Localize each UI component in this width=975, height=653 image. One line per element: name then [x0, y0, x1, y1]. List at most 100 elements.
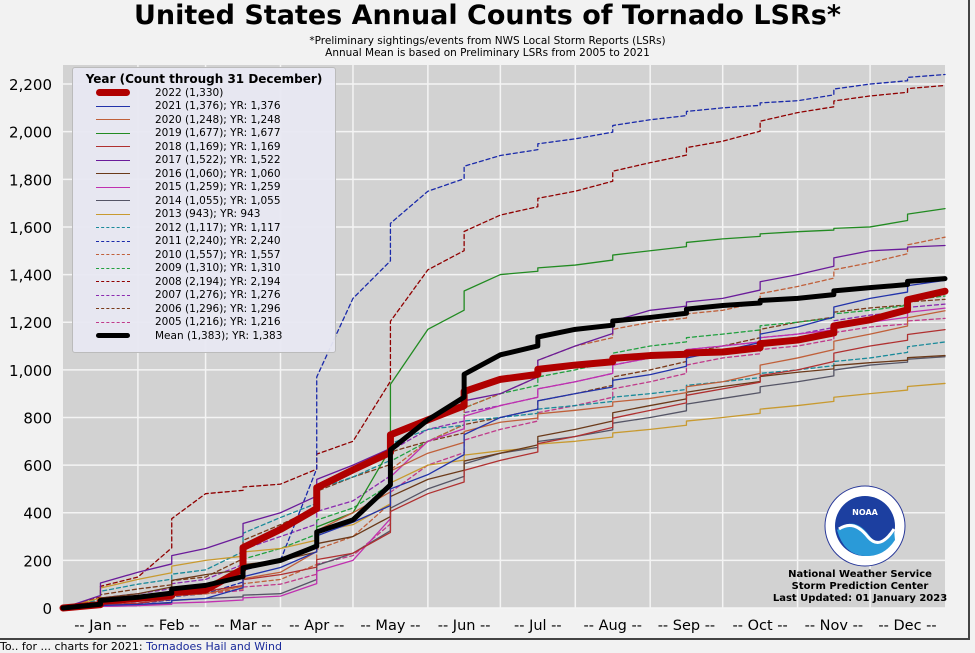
- legend-swatch: [83, 308, 143, 310]
- x-tick-label: -- Jun --: [438, 618, 491, 634]
- legend-item: 2013 (943); YR: 943: [73, 208, 335, 222]
- legend-label: 2020 (1,248); YR: 1,248: [155, 113, 281, 126]
- y-tick-label: 1,800: [9, 171, 52, 189]
- y-tick-label: 1,000: [9, 362, 52, 380]
- x-tick-label: -- Aug --: [584, 618, 642, 634]
- credit-updated: Last Updated: 01 January 2023: [772, 593, 948, 604]
- chart-title: United States Annual Counts of Tornado L…: [134, 0, 841, 31]
- series-line-2016: [62, 354, 946, 609]
- legend-item: 2015 (1,259); YR: 1,259: [73, 181, 335, 195]
- series-line-2015: [62, 307, 946, 609]
- legend-item: 2021 (1,376); YR: 1,376: [73, 100, 335, 114]
- legend-label: 2018 (1,169); YR: 1,169: [155, 140, 281, 153]
- y-tick-label: 1,400: [9, 267, 52, 285]
- x-tick-label: -- Apr --: [289, 618, 344, 634]
- legend-label: 2011 (2,240); YR: 2,240: [155, 235, 281, 248]
- x-tick-label: -- May --: [360, 618, 420, 634]
- legend-item: 2011 (2,240); YR: 2,240: [73, 235, 335, 249]
- legend-swatch: [83, 294, 143, 296]
- legend-swatch: [83, 227, 143, 229]
- series-line-2017: [62, 244, 946, 609]
- y-tick-label: 600: [23, 457, 52, 475]
- credit-spc: Storm Prediction Center: [791, 581, 929, 592]
- x-tick-label: -- Dec --: [878, 618, 936, 634]
- legend-swatch: [83, 200, 143, 202]
- x-tick-label: -- Mar --: [214, 618, 272, 634]
- y-tick-label: 800: [23, 409, 52, 427]
- legend-item: 2008 (2,194); YR: 2,194: [73, 275, 335, 289]
- legend-swatch: [83, 333, 143, 339]
- y-tick-label: 2,200: [9, 76, 52, 94]
- footer: To.. for ... charts for 2021: Tornadoes …: [0, 640, 282, 653]
- x-tick-label: -- Sep --: [658, 618, 715, 634]
- legend-label: 2015 (1,259); YR: 1,259: [155, 181, 281, 194]
- footer-link[interactable]: Tornadoes Hail and Wind: [146, 640, 282, 653]
- legend-item: 2016 (1,060); YR: 1,060: [73, 167, 335, 181]
- legend-title: Year (Count through 31 December): [85, 72, 323, 86]
- legend-swatch: [83, 186, 143, 188]
- x-tick-label: -- Oct --: [733, 618, 788, 634]
- legend-label: 2022 (1,330): [155, 86, 224, 99]
- x-tick-label: -- Feb --: [144, 618, 200, 634]
- y-tick-label: 0: [42, 600, 52, 618]
- legend-item: 2012 (1,117); YR: 1,117: [73, 221, 335, 235]
- legend-label: 2012 (1,117); YR: 1,117: [155, 221, 281, 234]
- noaa-logo: NOAA: [824, 485, 906, 567]
- legend-label: 2009 (1,310); YR: 1,310: [155, 262, 281, 275]
- legend-swatch: [83, 119, 143, 121]
- credit-nws: National Weather Service: [788, 569, 932, 580]
- y-tick-label: 200: [23, 552, 52, 570]
- legend-label: 2017 (1,522); YR: 1,522: [155, 154, 281, 167]
- legend-item: Mean (1,383); YR: 1,383: [73, 329, 335, 343]
- svg-text:NOAA: NOAA: [852, 508, 878, 517]
- legend-label: 2021 (1,376); YR: 1,376: [155, 100, 281, 113]
- legend-swatch: [83, 146, 143, 148]
- legend-swatch: [83, 89, 143, 97]
- legend-item: 2006 (1,296); YR: 1,296: [73, 302, 335, 316]
- legend-label: 2016 (1,060); YR: 1,060: [155, 167, 281, 180]
- legend-item: 2020 (1,248); YR: 1,248: [73, 113, 335, 127]
- series-line-2020: [62, 310, 946, 609]
- legend-item: 2010 (1,557); YR: 1,557: [73, 248, 335, 262]
- legend-swatch: [83, 132, 143, 134]
- chart-subtitle-1: *Preliminary sightings/events from NWS L…: [309, 35, 666, 47]
- chart-subtitle-2: Annual Mean is based on Preliminary LSRs…: [325, 47, 650, 59]
- legend-item: 2009 (1,310); YR: 1,310: [73, 262, 335, 276]
- y-tick-label: 1,200: [9, 314, 52, 332]
- y-tick-label: 2,000: [9, 124, 52, 142]
- series-line-2021: [62, 279, 946, 609]
- legend-swatch: [83, 105, 143, 107]
- legend-swatch: [83, 267, 143, 269]
- legend-label: Mean (1,383); YR: 1,383: [155, 329, 283, 342]
- legend-swatch: [83, 173, 143, 175]
- series-line-2013: [62, 382, 946, 609]
- series-line-2022: [59, 287, 949, 612]
- legend-swatch: [83, 254, 143, 256]
- legend-label: 2008 (2,194); YR: 2,194: [155, 275, 281, 288]
- legend-swatch: [83, 321, 143, 323]
- x-tick-label: -- Jul --: [514, 618, 562, 634]
- legend-item: 2017 (1,522); YR: 1,522: [73, 154, 335, 168]
- legend-item: 2007 (1,276); YR: 1,276: [73, 289, 335, 303]
- legend: Year (Count through 31 December) 2022 (1…: [72, 67, 336, 353]
- x-tick-label: -- Nov --: [805, 618, 863, 634]
- legend-item: 2014 (1,055); YR: 1,055: [73, 194, 335, 208]
- legend-item: 2019 (1,677); YR: 1,677: [73, 127, 335, 141]
- legend-label: 2013 (943); YR: 943: [155, 208, 261, 221]
- legend-label: 2006 (1,296); YR: 1,296: [155, 302, 281, 315]
- legend-swatch: [83, 240, 143, 242]
- legend-item: 2005 (1,216); YR: 1,216: [73, 316, 335, 330]
- legend-swatch: [83, 281, 143, 283]
- legend-label: 2005 (1,216); YR: 1,216: [155, 316, 281, 329]
- legend-swatch: [83, 213, 143, 215]
- legend-label: 2014 (1,055); YR: 1,055: [155, 194, 281, 207]
- legend-item: 2018 (1,169); YR: 1,169: [73, 140, 335, 154]
- series-line-2008: [62, 84, 946, 609]
- footer-text: To.. for ... charts for 2021:: [0, 640, 143, 653]
- legend-label: 2007 (1,276); YR: 1,276: [155, 289, 281, 302]
- legend-label: 2019 (1,677); YR: 1,677: [155, 127, 281, 140]
- legend-item: 2022 (1,330): [73, 86, 335, 100]
- legend-label: 2010 (1,557); YR: 1,557: [155, 248, 281, 261]
- y-tick-label: 400: [23, 505, 52, 523]
- legend-swatch: [83, 159, 143, 161]
